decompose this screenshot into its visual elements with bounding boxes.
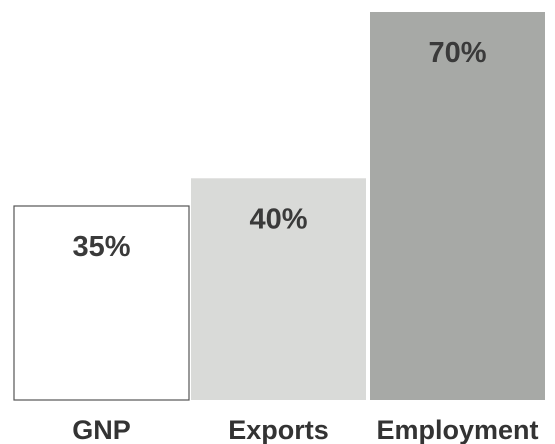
value-label-exports: 40%	[249, 203, 307, 235]
category-label-gnp: GNP	[72, 415, 131, 444]
bar-exports	[191, 178, 366, 400]
value-label-gnp: 35%	[72, 231, 130, 263]
value-labels: 35% 40% 70%	[72, 37, 486, 263]
category-label-employment: Employment	[376, 415, 538, 444]
bar-employment	[370, 12, 545, 400]
category-labels: GNP Exports Employment	[72, 415, 538, 444]
category-label-exports: Exports	[228, 415, 329, 444]
bars	[13, 12, 545, 401]
bar-gnp	[13, 205, 190, 401]
value-label-employment: 70%	[428, 37, 486, 69]
